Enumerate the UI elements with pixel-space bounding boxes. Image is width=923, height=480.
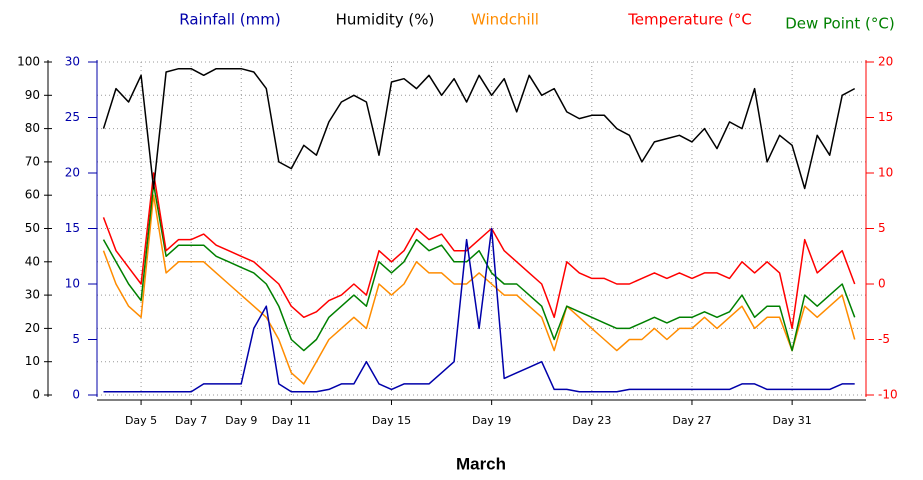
legend-label: Rainfall (mm)	[179, 11, 280, 29]
x-tick-label: Day 11	[272, 414, 311, 427]
legend-label: Humidity (%)	[336, 11, 435, 29]
legend-label: Dew Point (°C)	[785, 15, 895, 33]
x-tick-label: Day 15	[372, 414, 411, 427]
y2-tick-label: 0	[878, 277, 886, 291]
series-line	[102, 194, 856, 385]
y-tick-label: 60	[25, 188, 40, 202]
y2-tick-label: 20	[878, 55, 893, 69]
y-tick-label: 10	[25, 354, 40, 368]
legend-label: Windchill	[471, 11, 539, 29]
series-line	[102, 67, 856, 190]
y-tick-label: 20	[25, 321, 40, 335]
series-line	[102, 172, 856, 330]
y2-tick-label: 10	[878, 166, 893, 180]
x-tick-label: Day 27	[672, 414, 711, 427]
y-tick-label: 70	[25, 154, 40, 168]
y3-tick-label: 20	[65, 166, 80, 180]
y3-tick-label: 30	[65, 55, 80, 69]
y2-tick-label: -5	[878, 332, 890, 346]
x-tick-label: Day 9	[225, 414, 257, 427]
y3-tick-label: 15	[65, 221, 80, 235]
y2-tick-label: 15	[878, 110, 893, 124]
y-tick-label: 0	[32, 388, 40, 402]
legend-label: Temperature (°C	[627, 11, 752, 29]
y3-tick-label: 25	[65, 110, 80, 124]
x-tick-label: Day 5	[125, 414, 157, 427]
y-tick-label: 80	[25, 121, 40, 135]
y-tick-label: 90	[25, 88, 40, 102]
y-tick-label: 100	[17, 55, 40, 69]
y2-tick-label: 5	[878, 221, 886, 235]
y3-tick-label: 10	[65, 277, 80, 291]
series-line	[103, 227, 855, 393]
y3-tick-label: 5	[72, 332, 80, 346]
y-tick-label: 30	[25, 288, 40, 302]
y2-tick-label: -10	[878, 388, 898, 402]
y-tick-label: 40	[25, 254, 40, 268]
x-tick-label: Day 31	[773, 414, 812, 427]
y-tick-label: 50	[25, 221, 40, 235]
x-tick-label: Day 23	[572, 414, 611, 427]
x-tick-label: Day 7	[175, 414, 207, 427]
series-line	[102, 183, 856, 352]
x-axis-label: March	[456, 454, 506, 473]
x-tick-label: Day 19	[472, 414, 511, 427]
y3-tick-label: 0	[72, 388, 80, 402]
